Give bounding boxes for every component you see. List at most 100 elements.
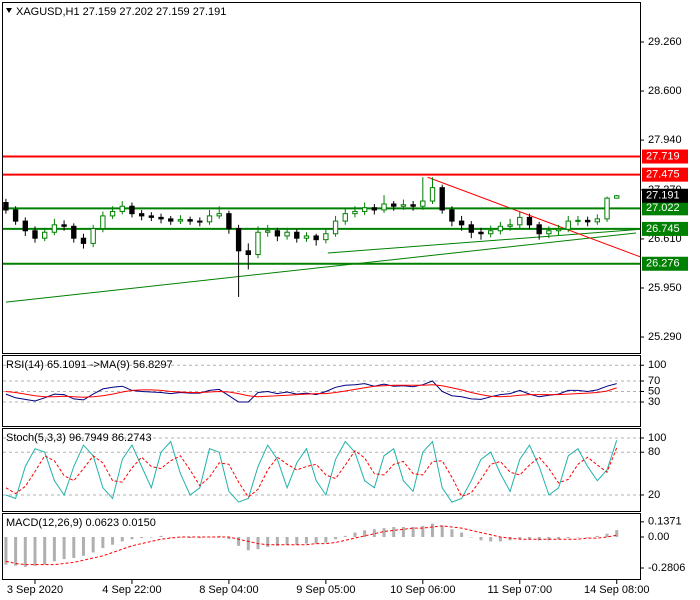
- candle-body: [517, 216, 523, 226]
- candle-body: [265, 230, 271, 233]
- macd-bar: [595, 535, 599, 537]
- candle-body: [352, 210, 358, 215]
- candle-body: [255, 231, 261, 256]
- candle-body: [420, 200, 426, 207]
- macd-panel: [2, 513, 641, 580]
- candle-body: [526, 216, 533, 226]
- candle-body: [478, 231, 484, 235]
- macd-bar: [198, 536, 202, 539]
- macd-bar: [169, 536, 173, 538]
- macd-bar: [149, 536, 153, 538]
- candle-body: [449, 209, 455, 222]
- x-tick-label: 8 Sep 04:00: [199, 584, 258, 596]
- candle-body: [206, 215, 213, 223]
- level-label-box: [642, 201, 688, 216]
- candle-body: [468, 224, 474, 233]
- candle-body: [197, 220, 203, 223]
- candle-body: [575, 219, 581, 222]
- candle-body: [594, 218, 601, 223]
- macd-bar: [343, 535, 347, 537]
- macd-bar: [43, 536, 47, 565]
- candle-body: [604, 197, 610, 220]
- level-label-box: [642, 167, 688, 182]
- indicator-title: RSI(14) 65.1091 ->MA(9) 56.8297: [6, 359, 173, 371]
- macd-bar: [275, 536, 279, 546]
- macd-bar: [334, 536, 338, 540]
- x-tick-label: 14 Sep 08:00: [584, 584, 649, 596]
- x-tick-label: 10 Sep 06:00: [390, 584, 455, 596]
- macd-bar: [140, 536, 144, 539]
- trend-line: [327, 228, 641, 254]
- macd-bar: [363, 530, 367, 537]
- level-label: 26.276: [646, 258, 680, 270]
- x-tick-label: 9 Sep 05:00: [296, 584, 355, 596]
- macd-bar: [23, 536, 27, 567]
- trend-line: [427, 176, 641, 258]
- macd-bar: [91, 536, 95, 553]
- candle-body: [294, 231, 300, 239]
- macd-bar: [52, 536, 56, 562]
- macd-bar: [547, 536, 551, 541]
- macd-bar: [159, 535, 163, 537]
- macd-bar: [431, 523, 435, 537]
- y-tick-label: 50: [648, 385, 660, 397]
- candle-body: [410, 204, 416, 207]
- macd-bar: [615, 530, 619, 537]
- macd-bar: [498, 536, 502, 542]
- macd-bar: [440, 525, 444, 537]
- macd-bar: [421, 525, 425, 537]
- y-tick-label: 20: [648, 489, 660, 501]
- macd-bar: [479, 536, 483, 541]
- macd-bar: [130, 536, 134, 540]
- macd-bar: [237, 536, 241, 546]
- candle-body: [332, 220, 339, 235]
- macd-bar: [62, 536, 66, 560]
- y-tick-label: 100: [648, 432, 666, 444]
- macd-bar: [111, 536, 115, 545]
- indicator-line: [5, 384, 617, 398]
- candle-body: [614, 195, 620, 199]
- candle-body: [303, 235, 310, 239]
- macd-bar: [217, 535, 221, 537]
- candle-body: [148, 215, 155, 218]
- macd-bar: [256, 536, 260, 550]
- panel-frames: [2, 2, 641, 580]
- candle-body: [488, 230, 494, 235]
- candle-body: [226, 213, 232, 230]
- candle-body: [400, 204, 407, 207]
- x-tick-label: 4 Sep 22:00: [102, 584, 161, 596]
- macd-bar: [527, 536, 531, 540]
- macd-bar: [266, 536, 270, 547]
- macd-bar: [537, 536, 541, 541]
- macd-bar: [372, 529, 376, 537]
- candle-body: [235, 228, 242, 252]
- macd-bar: [460, 532, 464, 537]
- macd-bar: [401, 527, 405, 537]
- level-label-box: [642, 256, 688, 271]
- candle-body: [129, 205, 135, 215]
- macd-bar: [557, 536, 561, 540]
- candle-body: [546, 230, 552, 235]
- indicator-title: MACD(12,26,9) 0.0623 0.0150: [6, 517, 156, 529]
- macd-bar: [576, 536, 580, 538]
- macd-bar: [101, 536, 105, 549]
- macd-bar: [566, 536, 570, 539]
- macd-bar: [33, 536, 37, 566]
- indicator-line: [5, 525, 617, 566]
- candle-body: [323, 233, 329, 241]
- macd-bar: [285, 536, 289, 545]
- level-label: 27.719: [646, 150, 680, 162]
- price-label: 27.191: [646, 190, 680, 202]
- candle-body: [216, 213, 222, 217]
- candle-body: [458, 220, 465, 226]
- y-tick-label: -0.2806: [648, 562, 685, 574]
- macd-bar: [227, 536, 231, 540]
- level-label-box: [642, 149, 688, 164]
- y-tick-label: 28.600: [648, 85, 682, 97]
- macd-bar: [411, 527, 415, 537]
- candle-body: [32, 230, 38, 239]
- macd-bar: [246, 536, 250, 551]
- candle-body: [342, 213, 348, 222]
